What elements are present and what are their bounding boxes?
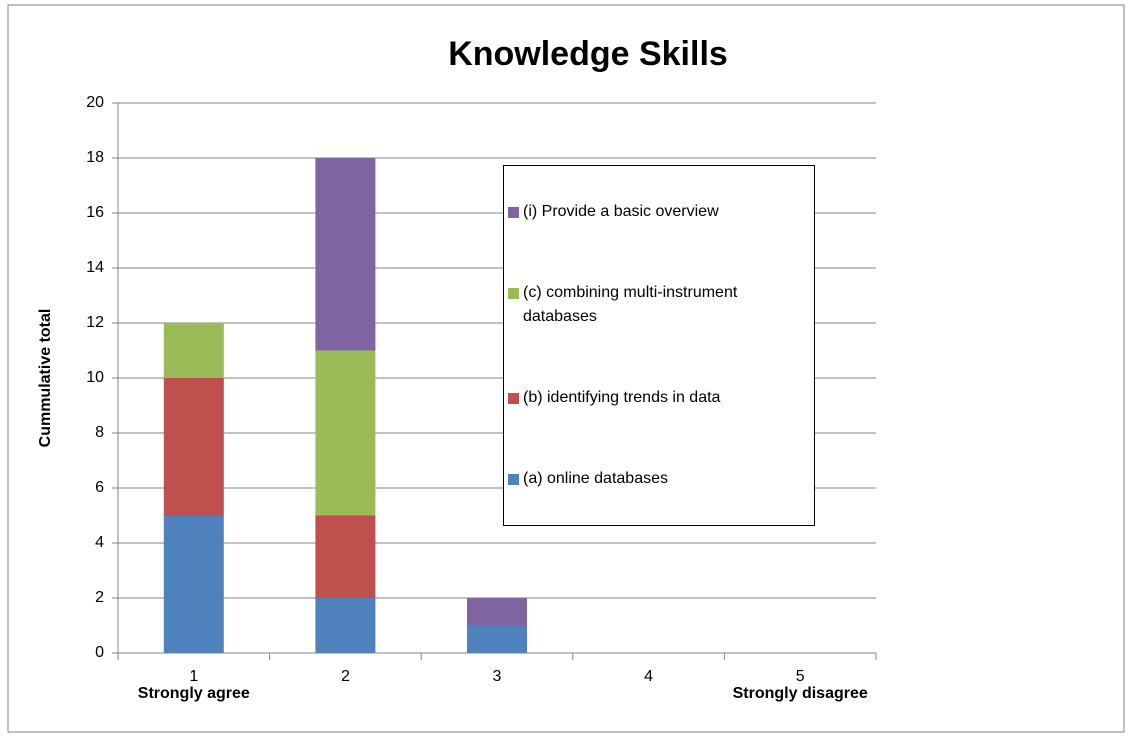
- x-tick-label: 2: [341, 668, 350, 685]
- bar-segment: [315, 515, 376, 598]
- x-tick-label: 5: [796, 668, 805, 685]
- y-axis-label: Cummulative total: [37, 309, 54, 448]
- legend-label: (a) online databases: [523, 469, 668, 487]
- x-tick-label: 4: [644, 668, 653, 685]
- bar-segment: [315, 158, 376, 351]
- legend-entry: (c) combining multi-instrument databases: [504, 281, 814, 329]
- bar-segment: [315, 350, 376, 516]
- legend-swatch: [508, 207, 519, 219]
- y-tick-label: 8: [95, 424, 104, 441]
- y-tick-label: 4: [95, 534, 104, 551]
- legend-label: (i) Provide a basic overview: [523, 203, 719, 221]
- legend-label: (b) identifying trends in data: [523, 388, 721, 406]
- legend-swatch: [508, 473, 519, 485]
- chart-title: Knowledge Skills: [448, 35, 728, 73]
- legend: (i) Provide a basic overview (c) combinin…: [503, 165, 815, 526]
- y-tick-label: 20: [86, 94, 104, 111]
- x-tick-label: 1: [189, 668, 198, 685]
- bar-segment: [467, 598, 527, 626]
- bar-segment: [467, 625, 527, 653]
- x-tick-label: 3: [493, 668, 502, 685]
- y-tick-label: 0: [95, 644, 104, 661]
- legend-entry: (i) Provide a basic overview: [504, 200, 814, 224]
- legend-swatch: [508, 288, 519, 300]
- y-tick-label: 14: [86, 259, 104, 276]
- legend-entry: (a) online databases: [504, 467, 814, 491]
- y-tick-label: 16: [86, 204, 104, 221]
- y-tick-label: 6: [95, 479, 104, 496]
- x-annotation: Strongly disagree: [733, 685, 868, 702]
- x-annotation: Strongly agree: [138, 685, 250, 702]
- legend-label: (c) combining multi-instrument databases: [523, 284, 738, 326]
- bar-segment: [315, 598, 376, 653]
- y-tick-label: 12: [86, 314, 104, 331]
- bar-segment: [163, 323, 224, 378]
- y-tick-label: 18: [86, 149, 104, 166]
- y-tick-label: 2: [95, 589, 104, 606]
- legend-swatch: [508, 392, 519, 404]
- bar-segment: [163, 378, 224, 516]
- bar-segment: [163, 515, 224, 653]
- y-tick-label: 10: [86, 369, 104, 386]
- legend-entry: (b) identifying trends in data: [504, 386, 814, 410]
